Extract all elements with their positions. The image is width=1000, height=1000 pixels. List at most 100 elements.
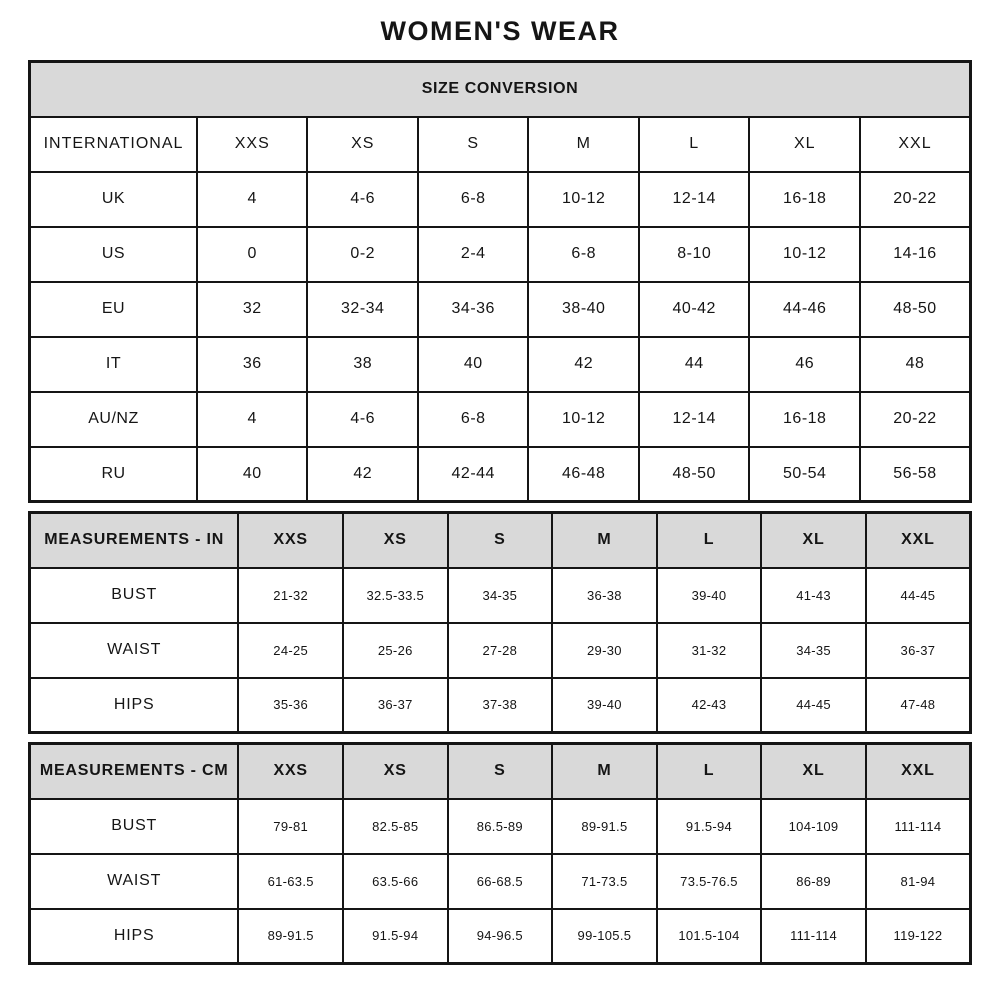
value-cell: 111-114	[864, 797, 972, 855]
measurements_cm-header-size-s: S	[446, 742, 554, 800]
measurements_cm-header-size-l: L	[655, 742, 763, 800]
value-cell: 4	[195, 170, 309, 228]
value-cell: 2-4	[416, 225, 530, 283]
measurements_in-header-size-s: S	[446, 511, 554, 569]
measurements_in-header-size-xxl: XXL	[864, 511, 972, 569]
table-row: WAIST 61-63.5 63.5-66 66-68.5 71-73.5 73.5-76…	[28, 852, 972, 910]
table-row: IT 36 38 40 42 44 46 48	[28, 335, 972, 393]
value-cell: 63.5-66	[341, 852, 449, 910]
measurements_in-header-size-l: L	[655, 511, 763, 569]
row-label: BUST	[28, 797, 240, 855]
value-cell: 111-114	[760, 907, 867, 965]
value-cell: 39-40	[655, 566, 763, 624]
size_conversion-header-size-xxs: XXS	[195, 115, 309, 173]
value-cell: 36	[195, 335, 309, 393]
row-label: IT	[28, 335, 198, 393]
measurements_in-header-row: MEASUREMENTS - IN XXS XS S M L XL XXL	[28, 511, 972, 569]
value-cell: 31-32	[655, 621, 763, 679]
value-cell: 47-48	[864, 676, 972, 734]
value-cell: 81-94	[864, 852, 972, 910]
value-cell: 56-58	[858, 445, 972, 503]
page-title: WOMEN'S WEAR	[380, 16, 620, 46]
value-cell: 104-109	[760, 797, 867, 855]
value-cell: 16-18	[748, 390, 861, 448]
value-cell: 71-73.5	[551, 852, 658, 910]
measurements_cm-header-size-xxs: XXS	[237, 742, 344, 800]
value-cell: 89-91.5	[551, 797, 658, 855]
value-cell: 41-43	[760, 566, 867, 624]
value-cell: 61-63.5	[237, 852, 344, 910]
table-row: US 0 0-2 2-4 6-8 8-10 10-12 14-16	[28, 225, 972, 283]
row-label: UK	[28, 170, 198, 228]
row-label: WAIST	[28, 852, 240, 910]
value-cell: 46	[748, 335, 861, 393]
measurements-cm-table: MEASUREMENTS - CM XXS XS S M L XL XXL BUST 79-81 8…	[28, 742, 972, 965]
value-cell: 6-8	[416, 390, 530, 448]
value-cell: 94-96.5	[446, 907, 554, 965]
value-cell: 32	[195, 280, 309, 338]
table-row: EU 32 32-34 34-36 38-40 40-42 44-46 48-50	[28, 280, 972, 338]
value-cell: 79-81	[237, 797, 344, 855]
value-cell: 44-45	[864, 566, 972, 624]
measurements-in-table: MEASUREMENTS - IN XXS XS S M L XL XXL BUST 21-32 3…	[28, 511, 972, 734]
value-cell: 4-6	[306, 390, 419, 448]
value-cell: 86-89	[760, 852, 867, 910]
value-cell: 0-2	[306, 225, 419, 283]
value-cell: 42	[306, 445, 419, 503]
row-label: HIPS	[28, 676, 240, 734]
value-cell: 21-32	[237, 566, 344, 624]
size-conversion-table: SIZE CONVERSION INTERNATIONAL XXS XS S M L XL XX…	[28, 60, 972, 503]
value-cell: 4-6	[306, 170, 419, 228]
value-cell: 35-36	[237, 676, 344, 734]
table-row: RU 40 42 42-44 46-48 48-50 50-54 56-58	[28, 445, 972, 503]
value-cell: 29-30	[551, 621, 658, 679]
value-cell: 25-26	[341, 621, 449, 679]
table-row: BUST 21-32 32.5-33.5 34-35 36-38 39-40 41-43 44…	[28, 566, 972, 624]
size_conversion-banner-row: SIZE CONVERSION	[28, 60, 972, 118]
value-cell: 14-16	[858, 225, 972, 283]
value-cell: 8-10	[637, 225, 751, 283]
value-cell: 38-40	[527, 280, 640, 338]
size-chart-page: WOMEN'S WEAR SIZE CONVERSION INTERNATIONA…	[28, 16, 972, 965]
value-cell: 10-12	[748, 225, 861, 283]
value-cell: 34-35	[760, 621, 867, 679]
value-cell: 10-12	[527, 390, 640, 448]
value-cell: 44-45	[760, 676, 867, 734]
size_conversion-header-label: INTERNATIONAL	[28, 115, 198, 173]
value-cell: 48-50	[858, 280, 972, 338]
value-cell: 39-40	[551, 676, 658, 734]
value-cell: 34-35	[446, 566, 554, 624]
table-row: AU/NZ 4 4-6 6-8 10-12 12-14 16-18 20-22	[28, 390, 972, 448]
measurements_in-header-size-xxs: XXS	[237, 511, 344, 569]
value-cell: 44-46	[748, 280, 861, 338]
row-label: US	[28, 225, 198, 283]
row-label: WAIST	[28, 621, 240, 679]
row-label: AU/NZ	[28, 390, 198, 448]
value-cell: 36-37	[341, 676, 449, 734]
value-cell: 37-38	[446, 676, 554, 734]
value-cell: 20-22	[858, 170, 972, 228]
value-cell: 6-8	[416, 170, 530, 228]
value-cell: 91.5-94	[655, 797, 763, 855]
value-cell: 119-122	[864, 907, 972, 965]
value-cell: 48	[858, 335, 972, 393]
value-cell: 48-50	[637, 445, 751, 503]
value-cell: 32-34	[306, 280, 419, 338]
row-label: RU	[28, 445, 198, 503]
value-cell: 42-44	[416, 445, 530, 503]
value-cell: 91.5-94	[341, 907, 449, 965]
value-cell: 32.5-33.5	[341, 566, 449, 624]
value-cell: 99-105.5	[551, 907, 658, 965]
value-cell: 27-28	[446, 621, 554, 679]
measurements_in-header-size-xl: XL	[760, 511, 867, 569]
table-row: HIPS 89-91.5 91.5-94 94-96.5 99-105.5 101.5-1…	[28, 907, 972, 965]
value-cell: 42-43	[655, 676, 763, 734]
row-label: EU	[28, 280, 198, 338]
row-label: HIPS	[28, 907, 240, 965]
value-cell: 34-36	[416, 280, 530, 338]
value-cell: 101.5-104	[655, 907, 763, 965]
size_conversion-banner-title: SIZE CONVERSION	[28, 60, 972, 118]
value-cell: 10-12	[527, 170, 640, 228]
row-label: BUST	[28, 566, 240, 624]
value-cell: 82.5-85	[341, 797, 449, 855]
